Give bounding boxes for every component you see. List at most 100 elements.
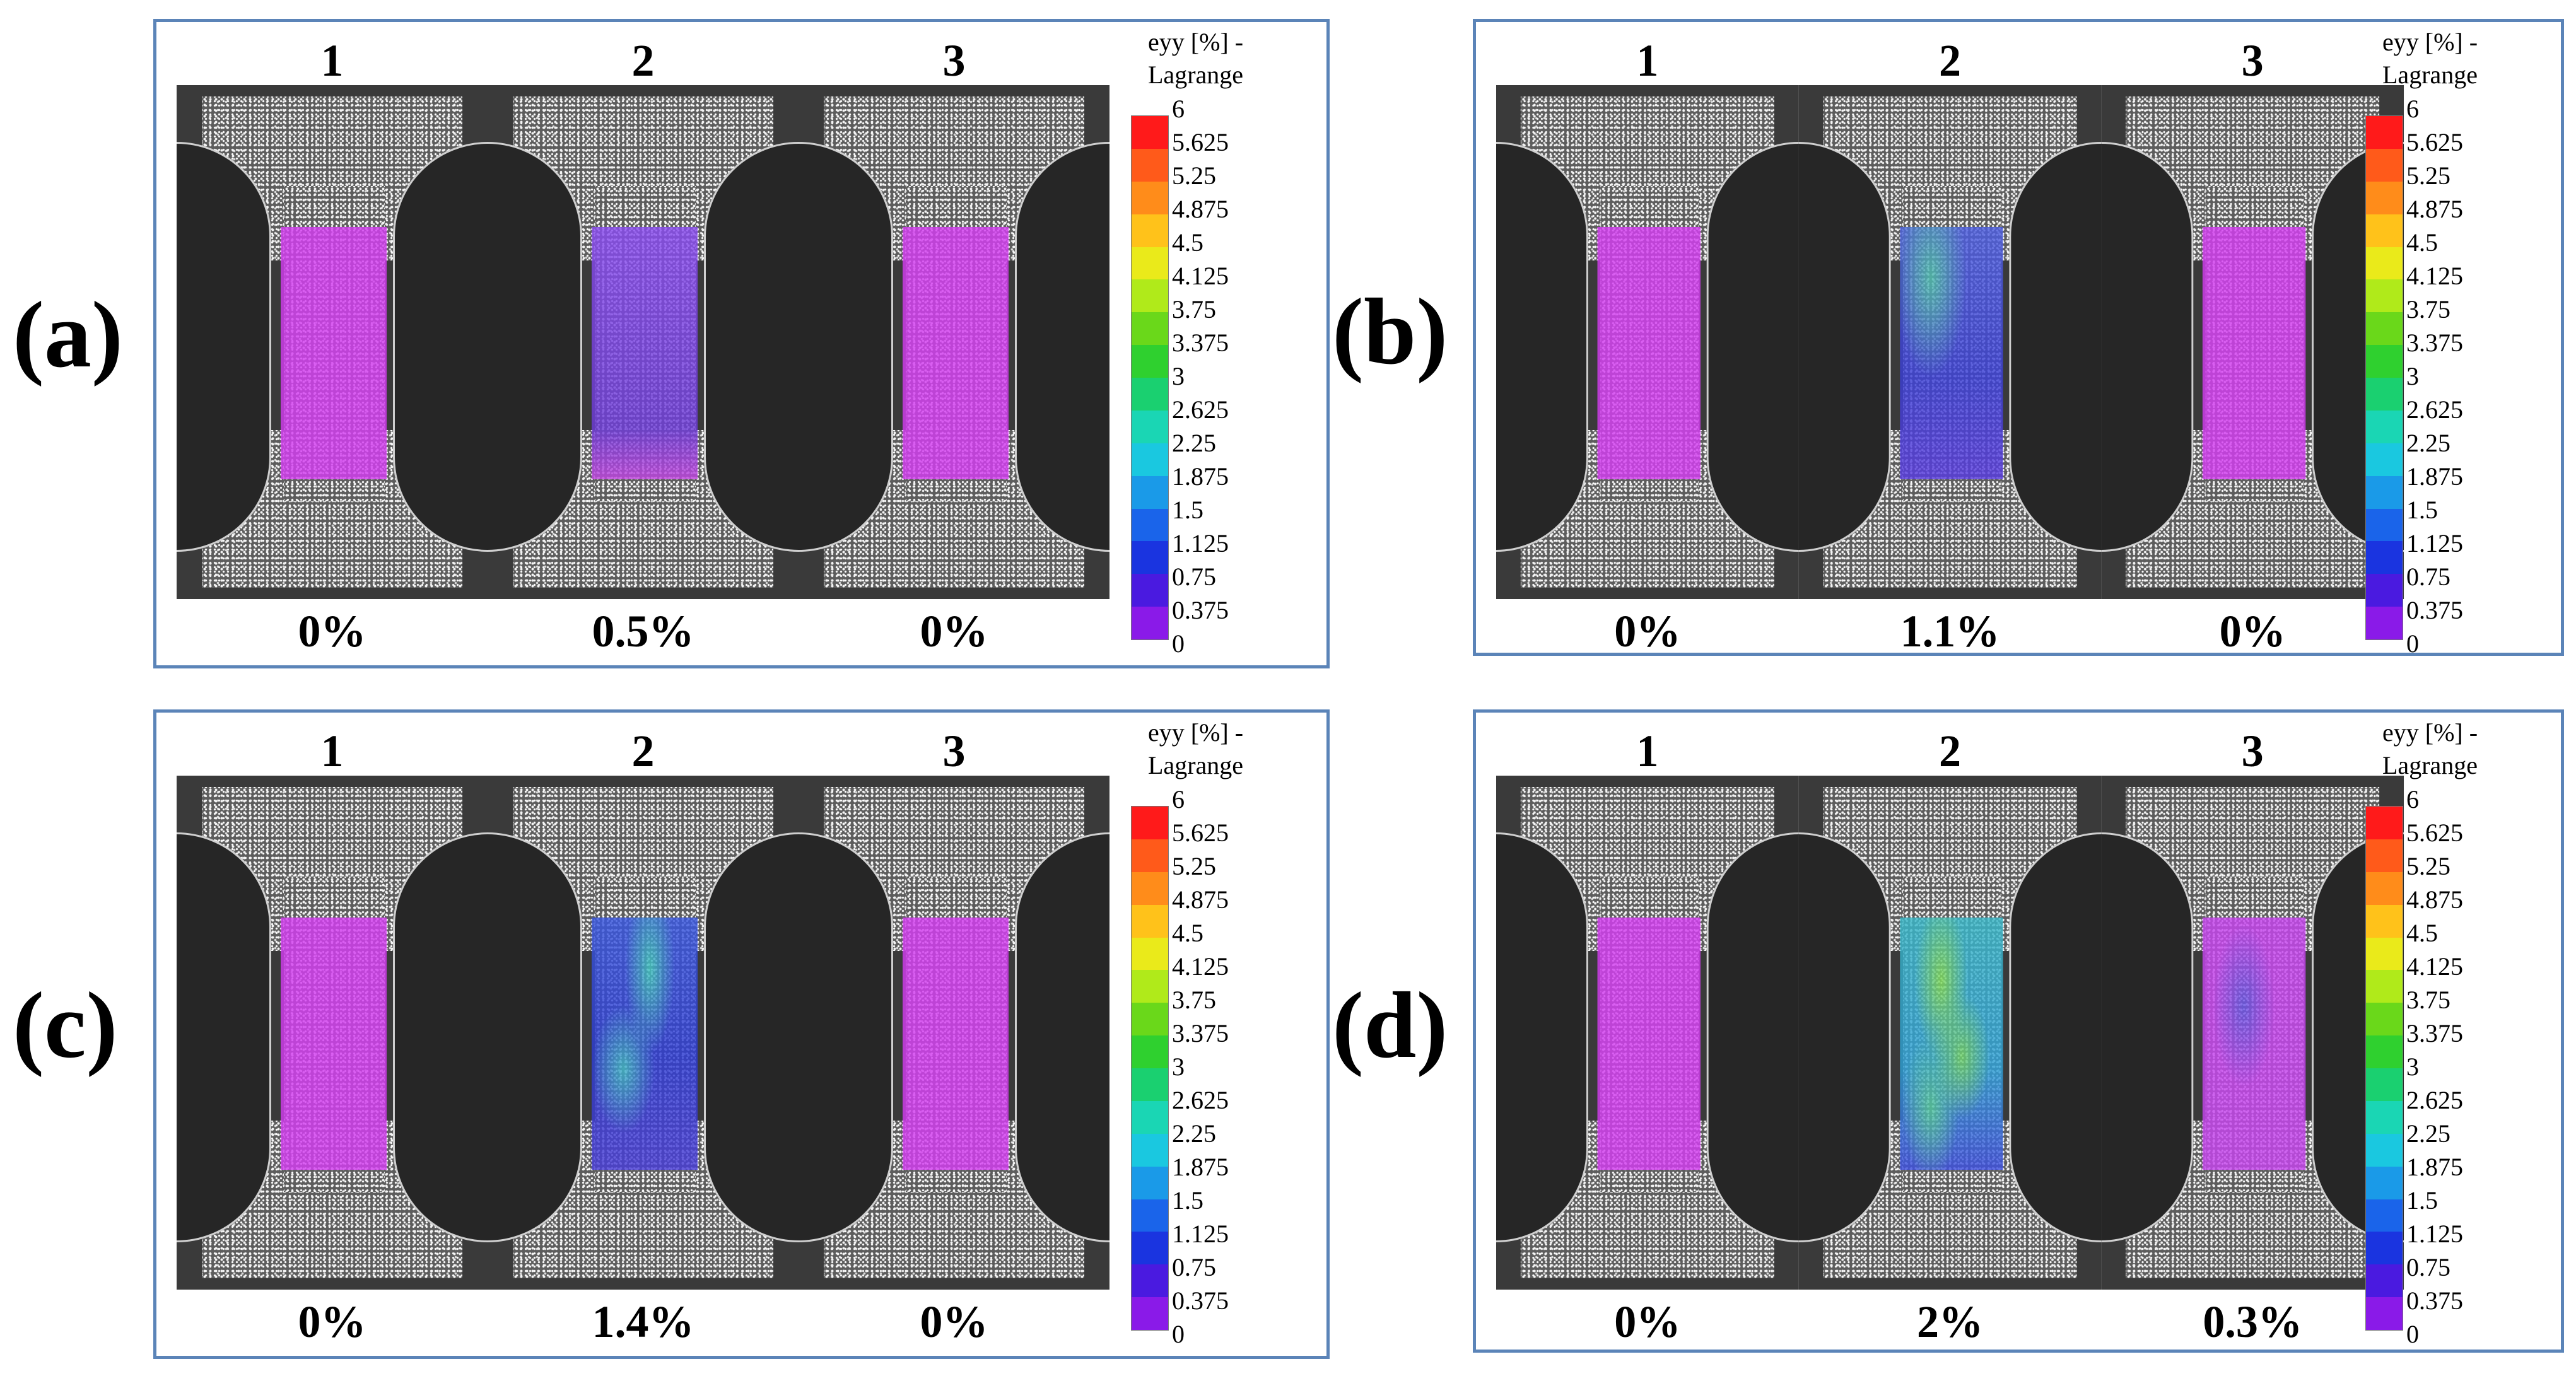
colorbar-segment [1132,1035,1168,1068]
colorbar-tick-label: 4.875 [1172,195,1229,223]
specimen-image-2 [1798,85,2102,599]
specimen-number: 3 [2241,726,2264,776]
colorbar-title: eyy [%] - Lagrange [2382,26,2478,91]
colorbar-segment [1132,214,1168,247]
colorbar-segment [1132,1232,1168,1265]
colorbar-segment [1132,1068,1168,1101]
fixture-jaw-right [1015,832,1109,1242]
fixture-jaw-right [1706,142,1799,552]
specimen-number: 2 [631,35,655,86]
colorbar-tick-label: 0 [2406,1320,2419,1348]
colorbar-tick-label: 0.375 [1172,596,1229,624]
colorbar-title: eyy [%] - Lagrange [1148,716,1243,782]
panel-label-c: (c) [13,973,118,1078]
colorbar-segment [1132,970,1168,1003]
colorbar-segment [1132,116,1168,149]
colorbar-tick-label: 3.375 [1172,329,1229,357]
colorbar-tick-label: 1.125 [2406,1220,2463,1248]
fixture-jaw-left [177,142,271,552]
panel-label-b: (b) [1332,279,1448,384]
strain-field-overlay [1597,227,1701,479]
colorbar-title-line2: Lagrange [2382,61,2478,89]
specimen-image-3 [2101,85,2404,599]
specimen-image-1 [177,776,488,1290]
specimen-number: 1 [320,726,344,776]
colorbar-tick-label: 1.875 [2406,462,2463,491]
fixture-jaw-right [2009,142,2102,552]
colorbar-segment [2366,937,2403,971]
colorbar-segment [1132,807,1168,839]
colorbar-tick-label: 2.25 [1172,1119,1216,1148]
colorbar-segment [2366,970,2403,1003]
colorbar-title-line1: eyy [%] - [1148,718,1244,747]
colorbar-tick-label: 5.625 [2406,128,2463,156]
colorbar-segment [1132,1166,1168,1199]
specimen-image-2 [488,776,799,1290]
colorbar-segment [2366,279,2403,313]
fixture-jaw-left [1798,832,1891,1242]
colorbar-segment [2366,1199,2403,1232]
fixture-jaw-left [1496,832,1588,1242]
strain-field-overlay [1597,918,1701,1170]
colorbar-title-line1: eyy [%] - [2382,718,2478,747]
specimen-strain-value: 0% [298,1297,366,1347]
specimen-strip: 1 0% 2 2% 3 0.3% [1496,726,2404,1347]
colorbar-segment [2366,378,2403,411]
specimen-strain-value: 0.3% [2203,1297,2302,1347]
colorbar-tick-label: 4.5 [1172,228,1203,257]
colorbar-segment [1132,378,1168,411]
strain-field-overlay [2202,918,2306,1170]
specimen-number: 1 [1636,35,1659,86]
colorbar-segment [2366,443,2403,476]
colorbar-tick-label: 1.875 [1172,462,1229,491]
specimen-number: 1 [320,35,344,86]
colorbar-tick-label: 4.875 [2406,195,2463,223]
colorbar-title-line1: eyy [%] - [1148,28,1244,56]
colorbar-tick-label: 5.25 [2406,161,2450,190]
colorbar-tick-label: 3 [1172,362,1185,390]
strain-field-overlay [903,227,1009,479]
colorbar-tick-label: 3.75 [2406,295,2450,324]
colorbar-segment [1132,541,1168,574]
colorbar-tick-label: 4.125 [2406,262,2463,290]
specimen-image-3 [799,776,1109,1290]
colorbar-tick-label: 1.125 [1172,529,1229,557]
colorbar-tick-label: 1.875 [2406,1153,2463,1181]
specimen-number: 1 [1636,726,1659,776]
colorbar-tick-label: 1.5 [2406,496,2438,524]
fixture-jaw-left [799,142,893,552]
colorbar-segment [2366,1232,2403,1265]
colorbar-segment [1132,872,1168,905]
specimen-strip: 1 0% 2 1.4% 3 0% [177,726,1110,1347]
colorbar-tick-label: 4.125 [1172,262,1229,290]
colorbar-tick-label: 1.5 [1172,496,1203,524]
colorbar-tick-label: 3 [2406,1052,2419,1081]
strain-field-overlay [592,918,698,1170]
colorbar-segment [1132,574,1168,607]
colorbar-tick-label: 3.75 [1172,986,1216,1014]
colorbar-segment [2366,607,2403,639]
colorbar-segment [2366,508,2403,542]
specimen-strain-value: 0.5% [592,606,694,656]
colorbar-tick-label: 4.125 [2406,952,2463,981]
colorbar-tick-label: 1.5 [2406,1186,2438,1215]
panel-label-a: (a) [13,283,123,387]
colorbar-tick-label: 0.75 [1172,563,1216,591]
colorbar-segment [2366,1035,2403,1068]
colorbar-segment [2366,475,2403,509]
colorbar-tick-label: 0 [2406,629,2419,658]
fixture-jaw-right [1706,832,1799,1242]
colorbar [2365,806,2403,1331]
specimen-strain-value: 1.4% [592,1297,694,1347]
colorbar-title-line2: Lagrange [2382,751,2478,779]
colorbar-segment [1132,1264,1168,1298]
specimen-strip: 1 0% 2 1.1% 3 0% [1496,35,2404,656]
colorbar-segment [1132,279,1168,313]
colorbar-tick-label: 6 [2406,785,2419,813]
colorbar-segment [2366,1166,2403,1199]
colorbar-title-line2: Lagrange [1148,751,1244,779]
fixture-jaw-left [2101,832,2194,1242]
specimen-image-1 [1496,85,1799,599]
colorbar-tick-label: 0.75 [2406,563,2450,591]
